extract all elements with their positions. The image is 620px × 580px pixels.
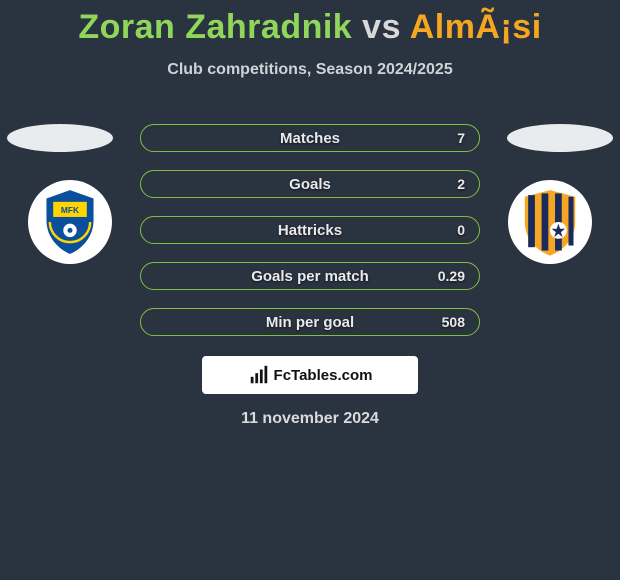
stat-row: Min per goal 508 bbox=[140, 308, 480, 336]
bar-chart-icon bbox=[248, 364, 270, 386]
stat-label: Matches bbox=[141, 130, 479, 147]
team-logo-right bbox=[508, 180, 592, 264]
stat-value: 508 bbox=[442, 314, 465, 330]
ellipse-decoration-right bbox=[507, 124, 613, 152]
stat-label: Goals bbox=[141, 176, 479, 193]
stat-value: 2 bbox=[457, 176, 465, 192]
brand-text: FcTables.com bbox=[274, 367, 373, 384]
player1-name: Zoran Zahradnik bbox=[78, 8, 352, 46]
stat-value: 0.29 bbox=[438, 268, 465, 284]
subtitle: Club competitions, Season 2024/2025 bbox=[0, 61, 620, 79]
brand-box: FcTables.com bbox=[202, 356, 418, 394]
striped-shield-icon bbox=[508, 180, 592, 264]
stat-row: Hattricks 0 bbox=[140, 216, 480, 244]
player2-name: AlmÃ¡si bbox=[410, 8, 542, 46]
stat-value: 0 bbox=[457, 222, 465, 238]
date-text: 11 november 2024 bbox=[0, 410, 620, 428]
shield-logo-icon: MFK bbox=[28, 180, 112, 264]
stat-label: Hattricks bbox=[141, 222, 479, 239]
stat-row: Matches 7 bbox=[140, 124, 480, 152]
vs-text: vs bbox=[362, 8, 401, 46]
stat-row: Goals per match 0.29 bbox=[140, 262, 480, 290]
svg-text:MFK: MFK bbox=[61, 205, 79, 215]
stat-value: 7 bbox=[457, 130, 465, 146]
stat-row: Goals 2 bbox=[140, 170, 480, 198]
ellipse-decoration-left bbox=[7, 124, 113, 152]
page-title: Zoran Zahradnik vs AlmÃ¡si bbox=[0, 0, 620, 47]
stats-container: Matches 7 Goals 2 Hattricks 0 Goals per … bbox=[140, 124, 480, 336]
team-logo-left: MFK bbox=[28, 180, 112, 264]
stat-label: Min per goal bbox=[141, 314, 479, 331]
stat-label: Goals per match bbox=[141, 268, 479, 285]
